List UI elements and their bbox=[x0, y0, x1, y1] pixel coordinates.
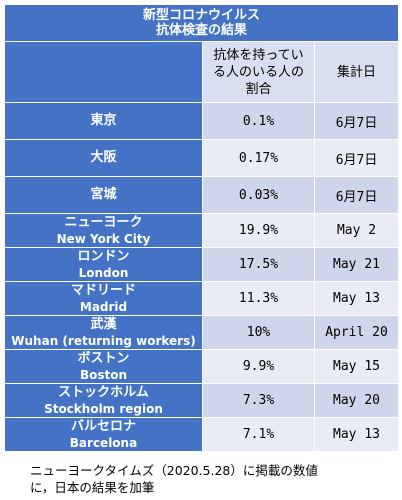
date-value: 6月7日 bbox=[313, 176, 400, 214]
region-name: ボストン Boston bbox=[4, 349, 203, 384]
table-row: ロンドン London 17.5% May 21 bbox=[4, 247, 400, 282]
region-name-ja: ロンドン bbox=[77, 248, 130, 264]
region-name: 宮城 bbox=[4, 176, 203, 214]
header-blank-cell bbox=[4, 41, 203, 103]
table-title: 新型コロナウイルス 抗体検査の結果 bbox=[3, 4, 400, 42]
table-row: ボストン Boston 9.9% May 15 bbox=[4, 349, 400, 384]
table-row: 大阪 0.17% 6月7日 bbox=[4, 139, 400, 177]
table-row: バルセロナ Barcelona 7.1% May 13 bbox=[4, 417, 400, 452]
ratio-value: 0.1% bbox=[202, 102, 315, 140]
date-value: May 2 bbox=[313, 213, 400, 248]
region-name: 大阪 bbox=[4, 139, 203, 177]
header-ratio: 抗体を持ってい る人のいる人の 割合 bbox=[202, 41, 315, 103]
title-line-1: 新型コロナウイルス bbox=[143, 8, 261, 23]
region-name-en: Wuhan (returning workers) bbox=[11, 333, 196, 348]
region-name: マドリード Madrid bbox=[4, 281, 203, 316]
region-name-ja: ニューヨーク bbox=[64, 214, 143, 230]
region-name-ja: ストックホルム bbox=[58, 384, 149, 400]
region-name: バルセロナ Barcelona bbox=[4, 417, 203, 452]
region-name-en: London bbox=[78, 265, 129, 280]
table-row: 東京 0.1% 6月7日 bbox=[4, 102, 400, 140]
header-ratio-line-3: 割合 bbox=[245, 81, 272, 97]
region-name-ja: バルセロナ bbox=[70, 418, 136, 434]
region-name-ja: 東京 bbox=[90, 113, 117, 128]
date-value: April 20 bbox=[313, 315, 400, 350]
date-value: 6月7日 bbox=[313, 102, 400, 140]
region-name-en: Stockholm region bbox=[44, 401, 163, 416]
title-line-2: 抗体検査の結果 bbox=[156, 23, 248, 38]
header-ratio-line-1: 抗体を持ってい bbox=[213, 47, 304, 63]
region-name: ストックホルム Stockholm region bbox=[4, 383, 203, 418]
ratio-value: 7.3% bbox=[202, 383, 315, 418]
ratio-value: 11.3% bbox=[202, 281, 315, 316]
region-name-en: Madrid bbox=[79, 299, 128, 314]
ratio-value: 17.5% bbox=[202, 247, 315, 282]
table-row: ストックホルム Stockholm region 7.3% May 20 bbox=[4, 383, 400, 418]
region-name-en: Barcelona bbox=[69, 435, 138, 450]
region-name-en: Boston bbox=[79, 367, 128, 382]
date-value: May 21 bbox=[313, 247, 400, 282]
table-row: 武漢 Wuhan (returning workers) 10% April 2… bbox=[4, 315, 400, 350]
ratio-value: 7.1% bbox=[202, 417, 315, 452]
region-name: ロンドン London bbox=[4, 247, 203, 282]
date-value: May 13 bbox=[313, 417, 400, 452]
antibody-results-table: 新型コロナウイルス 抗体検査の結果 抗体を持ってい る人のいる人の 割合 集計日… bbox=[3, 4, 400, 452]
region-name-ja: マドリード bbox=[70, 282, 136, 298]
table-row: 宮城 0.03% 6月7日 bbox=[4, 176, 400, 214]
date-value: May 15 bbox=[313, 349, 400, 384]
ratio-value: 19.9% bbox=[202, 213, 315, 248]
date-value: May 20 bbox=[313, 383, 400, 418]
date-value: 6月7日 bbox=[313, 139, 400, 177]
region-name-en: New York City bbox=[56, 231, 151, 246]
table-row: ニューヨーク New York City 19.9% May 2 bbox=[4, 213, 400, 248]
footnote-line-2: に，日本の結果を加筆 bbox=[30, 480, 155, 495]
region-name: 東京 bbox=[4, 102, 203, 140]
region-name-ja: 武漢 bbox=[90, 316, 117, 332]
table-row: マドリード Madrid 11.3% May 13 bbox=[4, 281, 400, 316]
header-ratio-line-2: る人のいる人の bbox=[212, 64, 304, 80]
footnote-line-1: ニューヨークタイムズ（2020.5.28）に掲載の数値 bbox=[30, 463, 318, 478]
ratio-value: 9.9% bbox=[202, 349, 315, 384]
region-name: 武漢 Wuhan (returning workers) bbox=[4, 315, 203, 350]
region-name: ニューヨーク New York City bbox=[4, 213, 203, 248]
header-date: 集計日 bbox=[313, 41, 400, 103]
source-footnote: ニューヨークタイムズ（2020.5.28）に掲載の数値 に，日本の結果を加筆 bbox=[30, 462, 390, 496]
ratio-value: 0.03% bbox=[202, 176, 315, 214]
date-value: May 13 bbox=[313, 281, 400, 316]
region-name-ja: 大阪 bbox=[90, 150, 117, 165]
region-name-ja: ボストン bbox=[77, 350, 130, 366]
ratio-value: 0.17% bbox=[202, 139, 315, 177]
region-name-ja: 宮城 bbox=[90, 187, 117, 202]
ratio-value: 10% bbox=[202, 315, 315, 350]
